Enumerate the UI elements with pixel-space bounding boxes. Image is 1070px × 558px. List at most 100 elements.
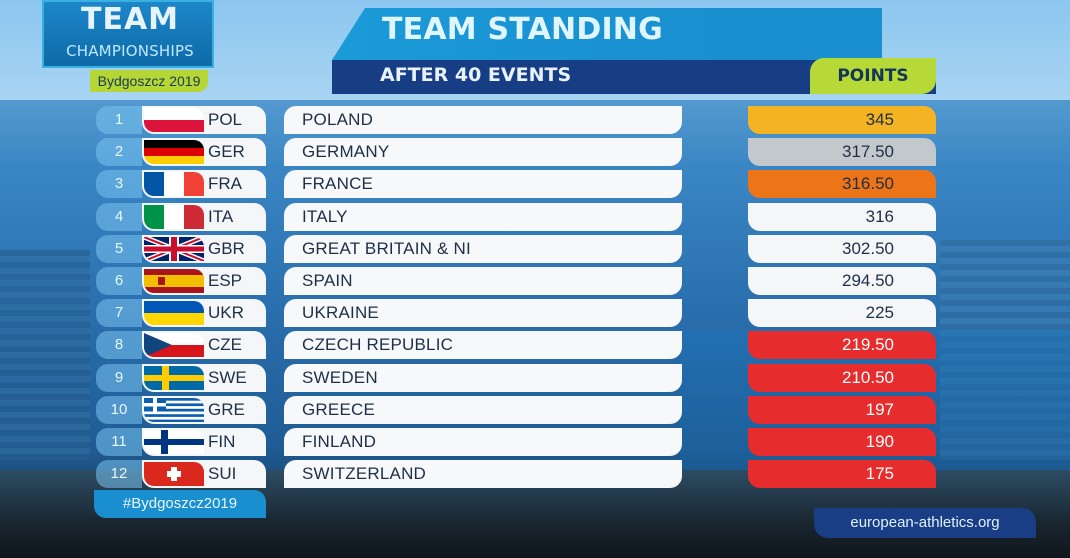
- country-name-cell: UKRAINE: [284, 299, 682, 328]
- table-row: 4 ITA ITALY 316: [0, 202, 1070, 231]
- country-name-cell: CZECH REPUBLIC: [284, 331, 682, 360]
- country-code: ITA: [208, 206, 234, 226]
- table-row: 12 SUI SWITZERLAND 175: [0, 460, 1070, 489]
- poland-flag-icon: [144, 108, 204, 132]
- points-value: 175: [865, 464, 894, 484]
- country-name-cell: POLAND: [284, 106, 682, 134]
- points-column-header: POINTS: [810, 58, 936, 94]
- rank-number: 9: [96, 363, 142, 392]
- country-code-cell: FRA: [142, 170, 266, 199]
- country-name-cell: FRANCE: [284, 170, 682, 199]
- sweden-flag-icon: [144, 365, 204, 390]
- country-code: SWE: [208, 367, 247, 387]
- table-row: 11 FIN FINLAND 190: [0, 428, 1070, 456]
- country-code: GER: [208, 142, 245, 162]
- rank-number: 12: [96, 460, 142, 489]
- country-code: UKR: [208, 303, 244, 323]
- country-name-cell: SWEDEN: [284, 363, 682, 392]
- finland-flag-icon: [144, 430, 204, 454]
- points-cell: 345: [748, 106, 936, 134]
- country-code-cell: ITA: [142, 202, 266, 231]
- points-cell: 197: [748, 395, 936, 424]
- country-name: CZECH REPUBLIC: [302, 335, 454, 355]
- points-value: 294.50: [842, 271, 894, 290]
- country-name-cell: GERMANY: [284, 138, 682, 167]
- logo-city-text: Bydgoszcz 2019: [90, 70, 208, 92]
- czech-flag-icon: [144, 333, 204, 358]
- points-value: 210.50: [842, 367, 894, 387]
- country-name: GREAT BRITAIN & NI: [302, 238, 471, 258]
- great-britain-flag-icon: [144, 236, 204, 261]
- header-title-bar: [332, 8, 882, 60]
- points-cell: 294.50: [748, 267, 936, 295]
- rank-number: 1: [96, 106, 142, 134]
- hashtag-badge: #Bydgoszcz2019: [94, 490, 266, 518]
- country-name: ITALY: [302, 206, 348, 226]
- country-code-cell: FIN: [142, 428, 266, 456]
- country-code-cell: UKR: [142, 299, 266, 328]
- rank-number: 5: [96, 234, 142, 263]
- country-code-cell: SWE: [142, 363, 266, 392]
- page-subtitle: AFTER 40 EVENTS: [380, 64, 572, 86]
- greece-flag-icon: [144, 397, 204, 422]
- country-name: UKRAINE: [302, 303, 379, 323]
- table-row: 9 SWE SWEDEN 210.50: [0, 363, 1070, 392]
- ukraine-flag-icon: [144, 301, 204, 326]
- spain-flag-icon: [144, 269, 204, 293]
- country-name-cell: SPAIN: [284, 267, 682, 295]
- points-value: 225: [865, 303, 894, 323]
- country-code-cell: SUI: [142, 460, 266, 489]
- country-code: FIN: [208, 432, 236, 451]
- country-name: GERMANY: [302, 142, 390, 162]
- country-name: POLAND: [302, 110, 374, 129]
- table-row: 3 FRA FRANCE 316.50: [0, 170, 1070, 199]
- website-badge: european-athletics.org: [814, 508, 1036, 538]
- country-name: SWITZERLAND: [302, 464, 427, 484]
- table-row: 2 GER GERMANY 317.50: [0, 138, 1070, 167]
- germany-flag-icon: [144, 140, 204, 165]
- points-value: 345: [865, 110, 894, 129]
- table-row: 1 POL POLAND 345: [0, 106, 1070, 134]
- france-flag-icon: [144, 172, 204, 197]
- country-name-cell: ITALY: [284, 202, 682, 231]
- rank-number: 2: [96, 138, 142, 167]
- country-code: FRA: [208, 174, 242, 194]
- country-name: FINLAND: [302, 432, 377, 451]
- points-value: 190: [865, 432, 894, 451]
- points-cell: 302.50: [748, 234, 936, 263]
- table-row: 8 CZE CZECH REPUBLIC 219.50: [0, 331, 1070, 360]
- points-value: 219.50: [842, 335, 894, 355]
- points-value: 317.50: [842, 142, 894, 162]
- rank-number: 4: [96, 202, 142, 231]
- points-cell: 175: [748, 460, 936, 489]
- rank-number: 7: [96, 299, 142, 328]
- logo-championships-text: CHAMPIONSHIPS: [66, 42, 194, 60]
- rank-number: 10: [96, 395, 142, 424]
- country-name: GREECE: [302, 399, 375, 419]
- country-code-cell: GBR: [142, 234, 266, 263]
- country-name: SWEDEN: [302, 367, 378, 387]
- points-cell: 225: [748, 299, 936, 328]
- country-code-cell: ESP: [142, 267, 266, 295]
- country-name-cell: FINLAND: [284, 428, 682, 456]
- logo-team-text: TEAM: [80, 2, 180, 37]
- rank-number: 11: [96, 428, 142, 456]
- page-title: TEAM STANDING: [382, 12, 663, 47]
- table-row: 10 GRE GREECE 197: [0, 395, 1070, 424]
- table-row: 7 UKR UKRAINE 225: [0, 299, 1070, 328]
- country-code: CZE: [208, 335, 242, 355]
- points-cell: 210.50: [748, 363, 936, 392]
- country-code: SUI: [208, 464, 237, 484]
- country-code: POL: [208, 110, 243, 129]
- italy-flag-icon: [144, 204, 204, 229]
- points-value: 197: [865, 399, 894, 419]
- points-cell: 316: [748, 202, 936, 231]
- switzerland-flag-icon: [144, 462, 204, 487]
- table-row: 5 GBR GREAT BRITAIN & NI 302.50: [0, 234, 1070, 263]
- country-code-cell: POL: [142, 106, 266, 134]
- country-name: FRANCE: [302, 174, 374, 194]
- rank-number: 3: [96, 170, 142, 199]
- points-cell: 190: [748, 428, 936, 456]
- points-value: 316.50: [842, 174, 894, 194]
- country-code: GRE: [208, 399, 245, 419]
